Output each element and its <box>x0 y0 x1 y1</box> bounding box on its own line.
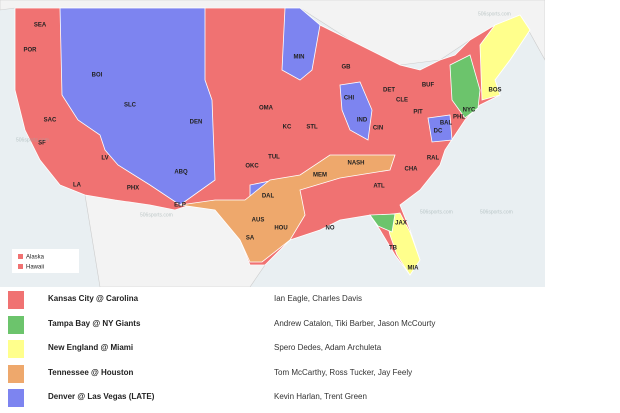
city-label: LV <box>101 156 108 162</box>
legend-row: Denver @ Las Vegas (LATE) Kevin Harlan, T… <box>0 386 620 410</box>
city-label: DAL <box>262 194 275 200</box>
city-label: PHX <box>127 186 139 192</box>
city-label: KC <box>283 125 292 131</box>
city-label: STL <box>306 125 318 131</box>
inset-swatch <box>18 264 23 269</box>
announcers: Kevin Harlan, Trent Green <box>274 392 367 402</box>
city-label: DET <box>383 88 395 94</box>
region <box>179 154 396 263</box>
city-label: DC <box>434 129 443 135</box>
legend-row: Kansas City @ Carolina Ian Eagle, Charles… <box>0 288 620 312</box>
swatch <box>8 364 24 383</box>
announcers: Ian Eagle, Charles Davis <box>274 294 363 303</box>
region <box>281 7 321 81</box>
watermark: 506sports.com <box>140 212 173 218</box>
city-label: PHL <box>453 115 465 121</box>
city-label: SEA <box>34 23 47 29</box>
city-label: BAL <box>440 121 453 127</box>
city-label: SAC <box>44 118 57 124</box>
game: Tampa Bay @ NY Giants <box>48 318 141 328</box>
city-label: ATL <box>373 184 385 190</box>
city-label: NO <box>326 226 335 232</box>
watermark: 506sports.com <box>16 137 49 143</box>
game: Kansas City @ Carolina <box>48 294 139 303</box>
region <box>384 212 421 276</box>
city-label: MEM <box>313 173 327 179</box>
city-label: POR <box>23 48 37 54</box>
city-label: MIA <box>408 266 420 272</box>
city-label: TB <box>389 246 398 252</box>
legend-row: New England @ Miami Spero Dedes, Adam Arc… <box>0 337 620 361</box>
region <box>369 213 396 233</box>
city-label: CHI <box>344 96 355 102</box>
watermark: 506sports.com <box>478 11 511 17</box>
game: Denver @ Las Vegas (LATE) <box>48 392 155 402</box>
announcers: Tom McCarthy, Ross Tucker, Jay Feely <box>274 367 413 377</box>
city-label: CLE <box>396 98 408 104</box>
city-label: RAL <box>427 156 440 162</box>
city-label: PIT <box>413 110 423 116</box>
city-label: AUS <box>252 218 265 224</box>
swatch <box>8 340 24 359</box>
city-label: ABQ <box>174 170 188 176</box>
region <box>59 7 216 206</box>
city-labels: SEA POR BOI SLC DEN PHX LV LA SF SAC ABQ… <box>23 23 501 272</box>
city-label: LA <box>73 183 82 189</box>
watermark: 506sports.com <box>420 209 453 215</box>
game: New England @ Miami <box>48 343 134 353</box>
inset-legend <box>12 249 79 273</box>
map: SEA POR BOI SLC DEN PHX LV LA SF SAC ABQ… <box>0 0 545 287</box>
city-label: GB <box>342 65 352 71</box>
swatch <box>8 389 24 408</box>
city-label: CIN <box>373 126 383 132</box>
legend-row: Tampa Bay @ NY Giants Andrew Catalon, Tik… <box>0 313 620 337</box>
city-label: JAX <box>395 221 407 227</box>
city-label: BUF <box>422 83 435 89</box>
city-label: BOS <box>488 88 501 94</box>
city-label: HOU <box>274 226 287 232</box>
city-label: NASH <box>347 161 364 167</box>
city-label: MIN <box>294 55 305 61</box>
legend-row: Tennessee @ Houston Tom McCarthy, Ross Tu… <box>0 362 620 386</box>
region <box>479 14 531 101</box>
city-label: DEN <box>190 120 203 126</box>
announcers: Spero Dedes, Adam Archuleta <box>274 343 382 353</box>
city-label: TUL <box>268 155 280 161</box>
game: Tennessee @ Houston <box>48 367 134 377</box>
inset-swatch <box>18 254 23 259</box>
region <box>427 114 453 143</box>
watermark: 506sports.com <box>480 209 513 215</box>
inset-label: Hawaii <box>26 265 44 271</box>
region <box>339 81 373 141</box>
city-label: OKC <box>245 164 259 170</box>
swatch <box>8 291 24 309</box>
announcers: Andrew Catalon, Tiki Barber, Jason McCou… <box>274 318 436 328</box>
swatch <box>8 315 24 334</box>
city-label: OMA <box>259 106 274 112</box>
region <box>449 54 481 119</box>
city-label: SLC <box>124 103 137 109</box>
city-label: NYC <box>463 108 476 114</box>
city-label: BOI <box>92 73 103 79</box>
city-label: ELP <box>174 203 186 209</box>
inset-label: Alaska <box>26 255 45 261</box>
city-label: CHA <box>405 167 419 173</box>
city-label: SF <box>38 141 46 147</box>
city-label: IND <box>357 118 368 124</box>
city-label: SA <box>246 236 255 242</box>
